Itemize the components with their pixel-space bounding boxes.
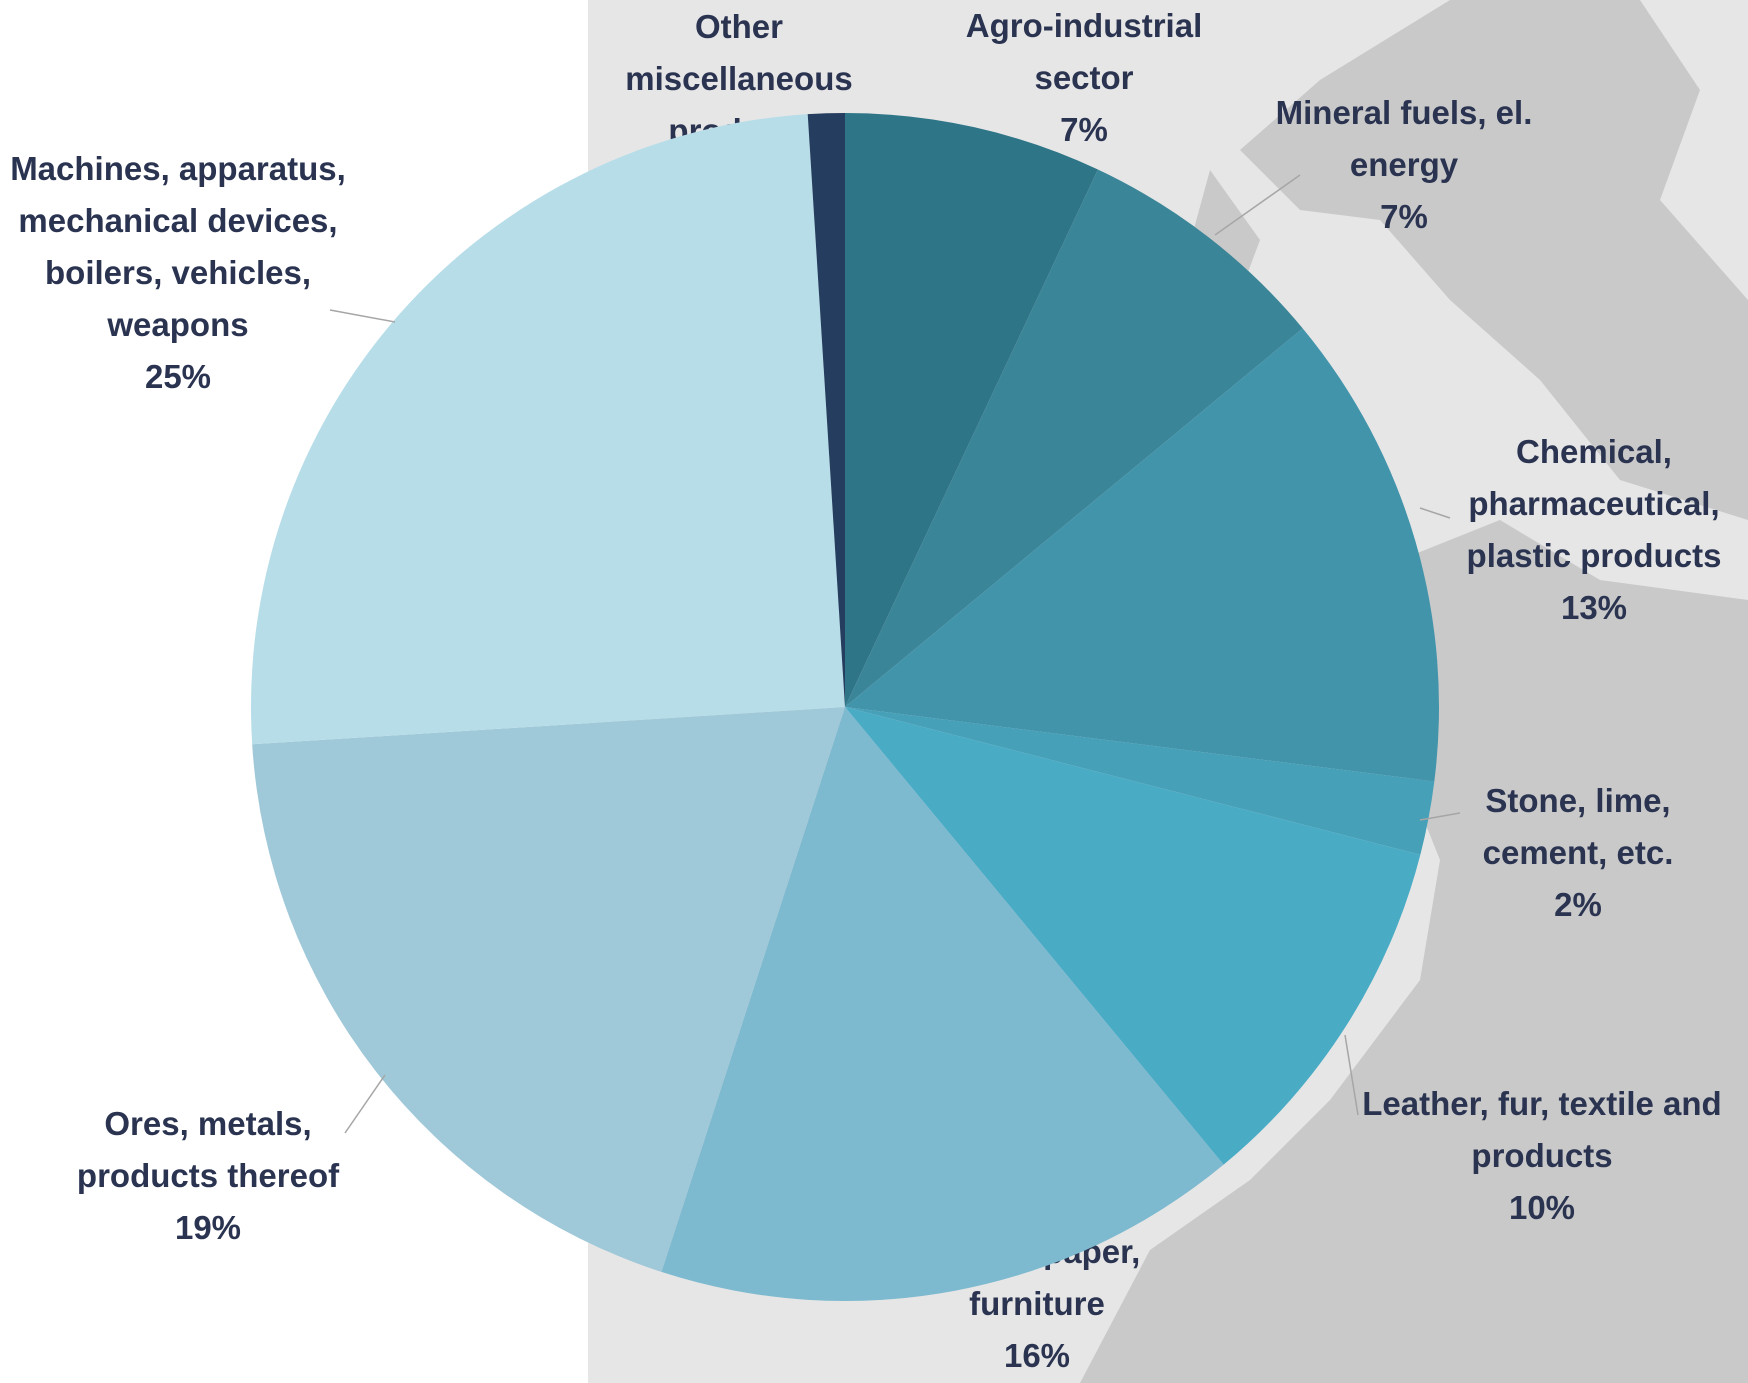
map-land — [1080, 520, 1748, 1383]
slice-label: Machines, apparatus, mechanical devices,… — [0, 143, 358, 403]
pie-slice — [845, 328, 1439, 782]
pie-slice — [845, 113, 1098, 707]
map-land — [1240, 0, 1748, 520]
category-name: Stone, lime, cement, etc. — [1482, 782, 1674, 871]
slice-label: Ores, metals, products thereof 19% — [38, 1098, 378, 1254]
category-name: Chemical, pharmaceutical, plastic produc… — [1466, 433, 1722, 574]
slice-label: Leather, fur, textile and products 10% — [1362, 1078, 1722, 1234]
value-label: 7% — [1380, 198, 1428, 235]
leader-line — [1419, 812, 1461, 821]
value-label: 7% — [1060, 111, 1108, 148]
value-label: 19% — [174, 1209, 242, 1246]
value-label: 13% — [1560, 589, 1628, 626]
category-name: Ores, metals, products thereof — [76, 1105, 340, 1194]
leader-line — [1419, 507, 1451, 519]
pie-slice — [807, 113, 845, 707]
leader-line — [329, 309, 396, 323]
value-label: 25% — [144, 358, 212, 395]
leader-line — [344, 1074, 386, 1134]
slice-label: Mineral fuels, el. energy 7% — [1269, 87, 1539, 243]
category-name: Machines, apparatus, mechanical devices,… — [10, 150, 346, 343]
value-label: 10% — [1508, 1189, 1576, 1226]
category-name: Leather, fur, textile and products — [1362, 1085, 1722, 1174]
pie-slice — [252, 707, 845, 1272]
pie-slice — [845, 707, 1421, 1165]
slice-label: Stone, lime, cement, etc. 2% — [1458, 775, 1698, 931]
pie-slice — [845, 707, 1435, 855]
category-name: Agro-industrial sector — [965, 7, 1203, 96]
pie-slice — [661, 707, 1224, 1302]
value-label: 16% — [1003, 1337, 1071, 1374]
slice-label: Agro-industrial sector 7% — [934, 0, 1234, 156]
pie-slice — [845, 169, 1303, 708]
leader-line — [1344, 1034, 1359, 1116]
category-name: Mineral fuels, el. energy — [1275, 94, 1533, 183]
value-label: 2% — [1554, 886, 1602, 923]
pie-slice — [251, 114, 845, 745]
leader-line — [1214, 174, 1301, 236]
slice-label: Chemical, pharmaceutical, plastic produc… — [1444, 426, 1744, 634]
